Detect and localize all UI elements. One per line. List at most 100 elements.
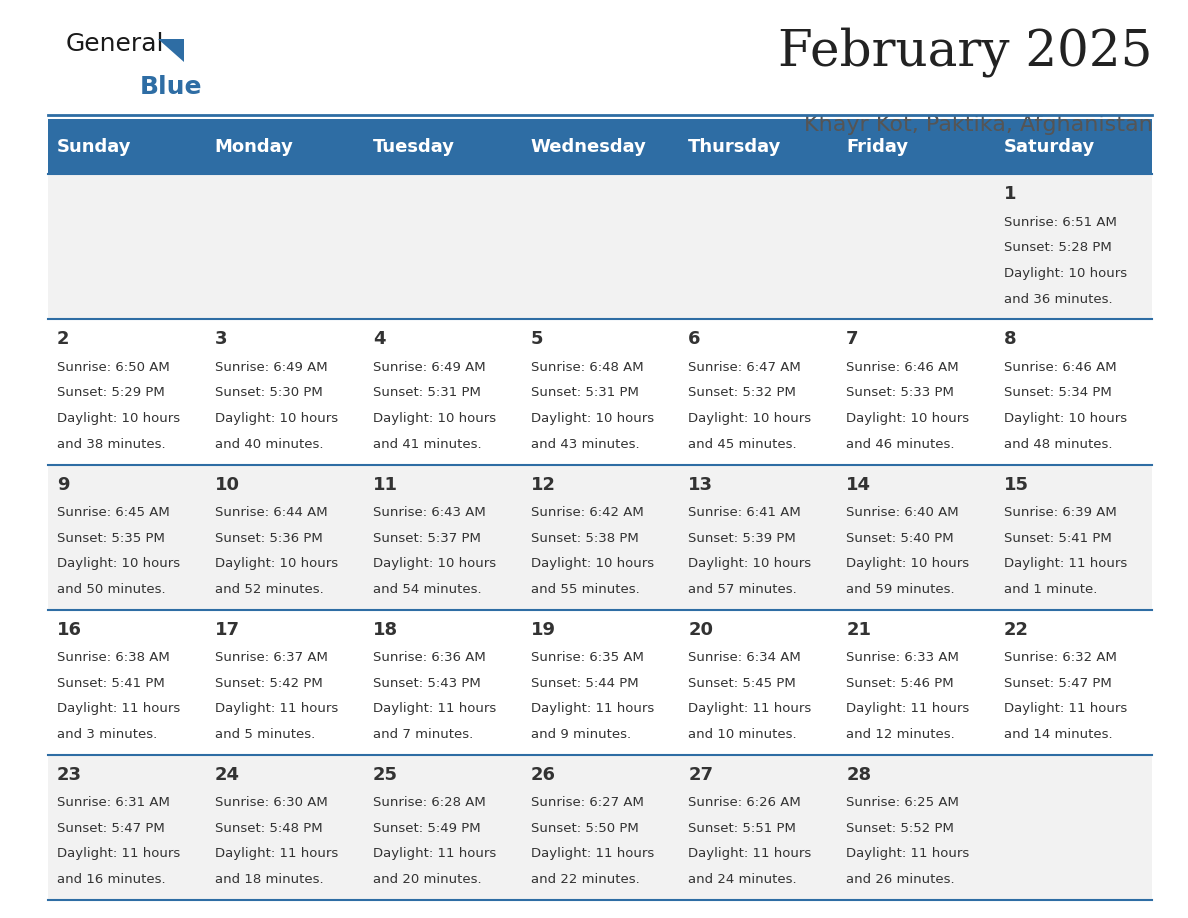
Text: and 38 minutes.: and 38 minutes. [57, 438, 165, 451]
Text: 25: 25 [373, 766, 398, 784]
Text: Sunrise: 6:49 AM: Sunrise: 6:49 AM [373, 361, 486, 374]
Text: and 3 minutes.: and 3 minutes. [57, 728, 157, 741]
Text: February 2025: February 2025 [778, 28, 1152, 77]
Text: Sunrise: 6:48 AM: Sunrise: 6:48 AM [531, 361, 643, 374]
Text: 16: 16 [57, 621, 82, 639]
Text: Daylight: 10 hours: Daylight: 10 hours [846, 412, 969, 425]
Text: 15: 15 [1004, 476, 1029, 494]
Text: Wednesday: Wednesday [531, 138, 646, 156]
Text: Sunset: 5:43 PM: Sunset: 5:43 PM [373, 677, 480, 689]
Text: and 20 minutes.: and 20 minutes. [373, 873, 481, 886]
Text: and 46 minutes.: and 46 minutes. [846, 438, 955, 451]
Text: Sunset: 5:49 PM: Sunset: 5:49 PM [373, 822, 480, 834]
Text: 12: 12 [531, 476, 556, 494]
Text: Daylight: 11 hours: Daylight: 11 hours [1004, 557, 1127, 570]
Text: and 22 minutes.: and 22 minutes. [531, 873, 639, 886]
Text: Sunset: 5:47 PM: Sunset: 5:47 PM [57, 822, 165, 834]
Text: 9: 9 [57, 476, 70, 494]
Text: Sunrise: 6:42 AM: Sunrise: 6:42 AM [531, 506, 643, 519]
Text: and 7 minutes.: and 7 minutes. [373, 728, 473, 741]
Text: Sunrise: 6:45 AM: Sunrise: 6:45 AM [57, 506, 170, 519]
Text: Daylight: 11 hours: Daylight: 11 hours [531, 702, 653, 715]
Text: Sunrise: 6:25 AM: Sunrise: 6:25 AM [846, 796, 959, 809]
Text: Daylight: 11 hours: Daylight: 11 hours [531, 847, 653, 860]
Text: Sunset: 5:47 PM: Sunset: 5:47 PM [1004, 677, 1112, 689]
Text: and 59 minutes.: and 59 minutes. [846, 583, 955, 596]
Text: Daylight: 10 hours: Daylight: 10 hours [531, 412, 653, 425]
Text: Sunrise: 6:49 AM: Sunrise: 6:49 AM [215, 361, 328, 374]
Text: Daylight: 10 hours: Daylight: 10 hours [57, 412, 181, 425]
FancyBboxPatch shape [48, 610, 1152, 755]
Text: Sunrise: 6:26 AM: Sunrise: 6:26 AM [688, 796, 801, 809]
Text: and 18 minutes.: and 18 minutes. [215, 873, 323, 886]
Text: Sunset: 5:45 PM: Sunset: 5:45 PM [688, 677, 796, 689]
Text: 21: 21 [846, 621, 871, 639]
Text: Khayr Kot, Paktika, Afghanistan: Khayr Kot, Paktika, Afghanistan [803, 115, 1152, 135]
Text: Monday: Monday [215, 138, 293, 156]
Text: Sunset: 5:32 PM: Sunset: 5:32 PM [688, 386, 796, 399]
Text: Sunset: 5:36 PM: Sunset: 5:36 PM [215, 532, 323, 544]
Text: Daylight: 10 hours: Daylight: 10 hours [373, 557, 495, 570]
Text: 4: 4 [373, 330, 385, 349]
Text: and 48 minutes.: and 48 minutes. [1004, 438, 1112, 451]
Text: Sunrise: 6:40 AM: Sunrise: 6:40 AM [846, 506, 959, 519]
Text: Daylight: 11 hours: Daylight: 11 hours [215, 702, 339, 715]
Text: Sunset: 5:38 PM: Sunset: 5:38 PM [531, 532, 638, 544]
Text: and 54 minutes.: and 54 minutes. [373, 583, 481, 596]
Text: 26: 26 [531, 766, 556, 784]
Text: and 36 minutes.: and 36 minutes. [1004, 293, 1113, 306]
Text: 3: 3 [215, 330, 227, 349]
Text: Sunset: 5:48 PM: Sunset: 5:48 PM [215, 822, 322, 834]
Text: Daylight: 11 hours: Daylight: 11 hours [215, 847, 339, 860]
Text: Sunset: 5:51 PM: Sunset: 5:51 PM [688, 822, 796, 834]
FancyBboxPatch shape [48, 465, 1152, 610]
Text: Sunset: 5:29 PM: Sunset: 5:29 PM [57, 386, 165, 399]
Text: Sunrise: 6:32 AM: Sunrise: 6:32 AM [1004, 651, 1117, 664]
Text: Sunrise: 6:51 AM: Sunrise: 6:51 AM [1004, 216, 1117, 229]
Text: Sunset: 5:52 PM: Sunset: 5:52 PM [846, 822, 954, 834]
Text: Sunset: 5:35 PM: Sunset: 5:35 PM [57, 532, 165, 544]
Text: Sunrise: 6:33 AM: Sunrise: 6:33 AM [846, 651, 959, 664]
Text: 13: 13 [688, 476, 713, 494]
FancyBboxPatch shape [48, 119, 1152, 174]
Text: Daylight: 11 hours: Daylight: 11 hours [57, 847, 181, 860]
Text: Daylight: 11 hours: Daylight: 11 hours [688, 702, 811, 715]
Text: Sunset: 5:28 PM: Sunset: 5:28 PM [1004, 241, 1112, 254]
Text: 19: 19 [531, 621, 556, 639]
Text: 1: 1 [1004, 185, 1017, 204]
Text: Sunrise: 6:47 AM: Sunrise: 6:47 AM [688, 361, 801, 374]
Text: Daylight: 10 hours: Daylight: 10 hours [846, 557, 969, 570]
Text: Sunrise: 6:28 AM: Sunrise: 6:28 AM [373, 796, 486, 809]
Text: Sunrise: 6:39 AM: Sunrise: 6:39 AM [1004, 506, 1117, 519]
Text: Daylight: 10 hours: Daylight: 10 hours [1004, 267, 1127, 280]
Text: Sunset: 5:46 PM: Sunset: 5:46 PM [846, 677, 954, 689]
Text: Daylight: 11 hours: Daylight: 11 hours [373, 847, 495, 860]
Text: Sunrise: 6:41 AM: Sunrise: 6:41 AM [688, 506, 801, 519]
Text: Sunset: 5:37 PM: Sunset: 5:37 PM [373, 532, 481, 544]
Text: Daylight: 10 hours: Daylight: 10 hours [688, 412, 811, 425]
Text: Daylight: 11 hours: Daylight: 11 hours [1004, 702, 1127, 715]
Text: Sunrise: 6:50 AM: Sunrise: 6:50 AM [57, 361, 170, 374]
Text: and 12 minutes.: and 12 minutes. [846, 728, 955, 741]
Text: 7: 7 [846, 330, 859, 349]
Text: Sunset: 5:50 PM: Sunset: 5:50 PM [531, 822, 638, 834]
Text: and 14 minutes.: and 14 minutes. [1004, 728, 1113, 741]
Text: 20: 20 [688, 621, 713, 639]
Text: Sunrise: 6:37 AM: Sunrise: 6:37 AM [215, 651, 328, 664]
Text: and 57 minutes.: and 57 minutes. [688, 583, 797, 596]
Text: Sunset: 5:39 PM: Sunset: 5:39 PM [688, 532, 796, 544]
Text: Sunset: 5:41 PM: Sunset: 5:41 PM [1004, 532, 1112, 544]
Text: Thursday: Thursday [688, 138, 782, 156]
Text: 10: 10 [215, 476, 240, 494]
Text: Sunset: 5:33 PM: Sunset: 5:33 PM [846, 386, 954, 399]
Text: Sunrise: 6:46 AM: Sunrise: 6:46 AM [846, 361, 959, 374]
Text: Sunrise: 6:36 AM: Sunrise: 6:36 AM [373, 651, 486, 664]
Text: 17: 17 [215, 621, 240, 639]
Text: Daylight: 10 hours: Daylight: 10 hours [1004, 412, 1127, 425]
Text: Sunrise: 6:43 AM: Sunrise: 6:43 AM [373, 506, 486, 519]
Text: Sunset: 5:41 PM: Sunset: 5:41 PM [57, 677, 165, 689]
Text: 28: 28 [846, 766, 871, 784]
Text: and 52 minutes.: and 52 minutes. [215, 583, 323, 596]
Text: Daylight: 11 hours: Daylight: 11 hours [846, 847, 969, 860]
Text: and 55 minutes.: and 55 minutes. [531, 583, 639, 596]
